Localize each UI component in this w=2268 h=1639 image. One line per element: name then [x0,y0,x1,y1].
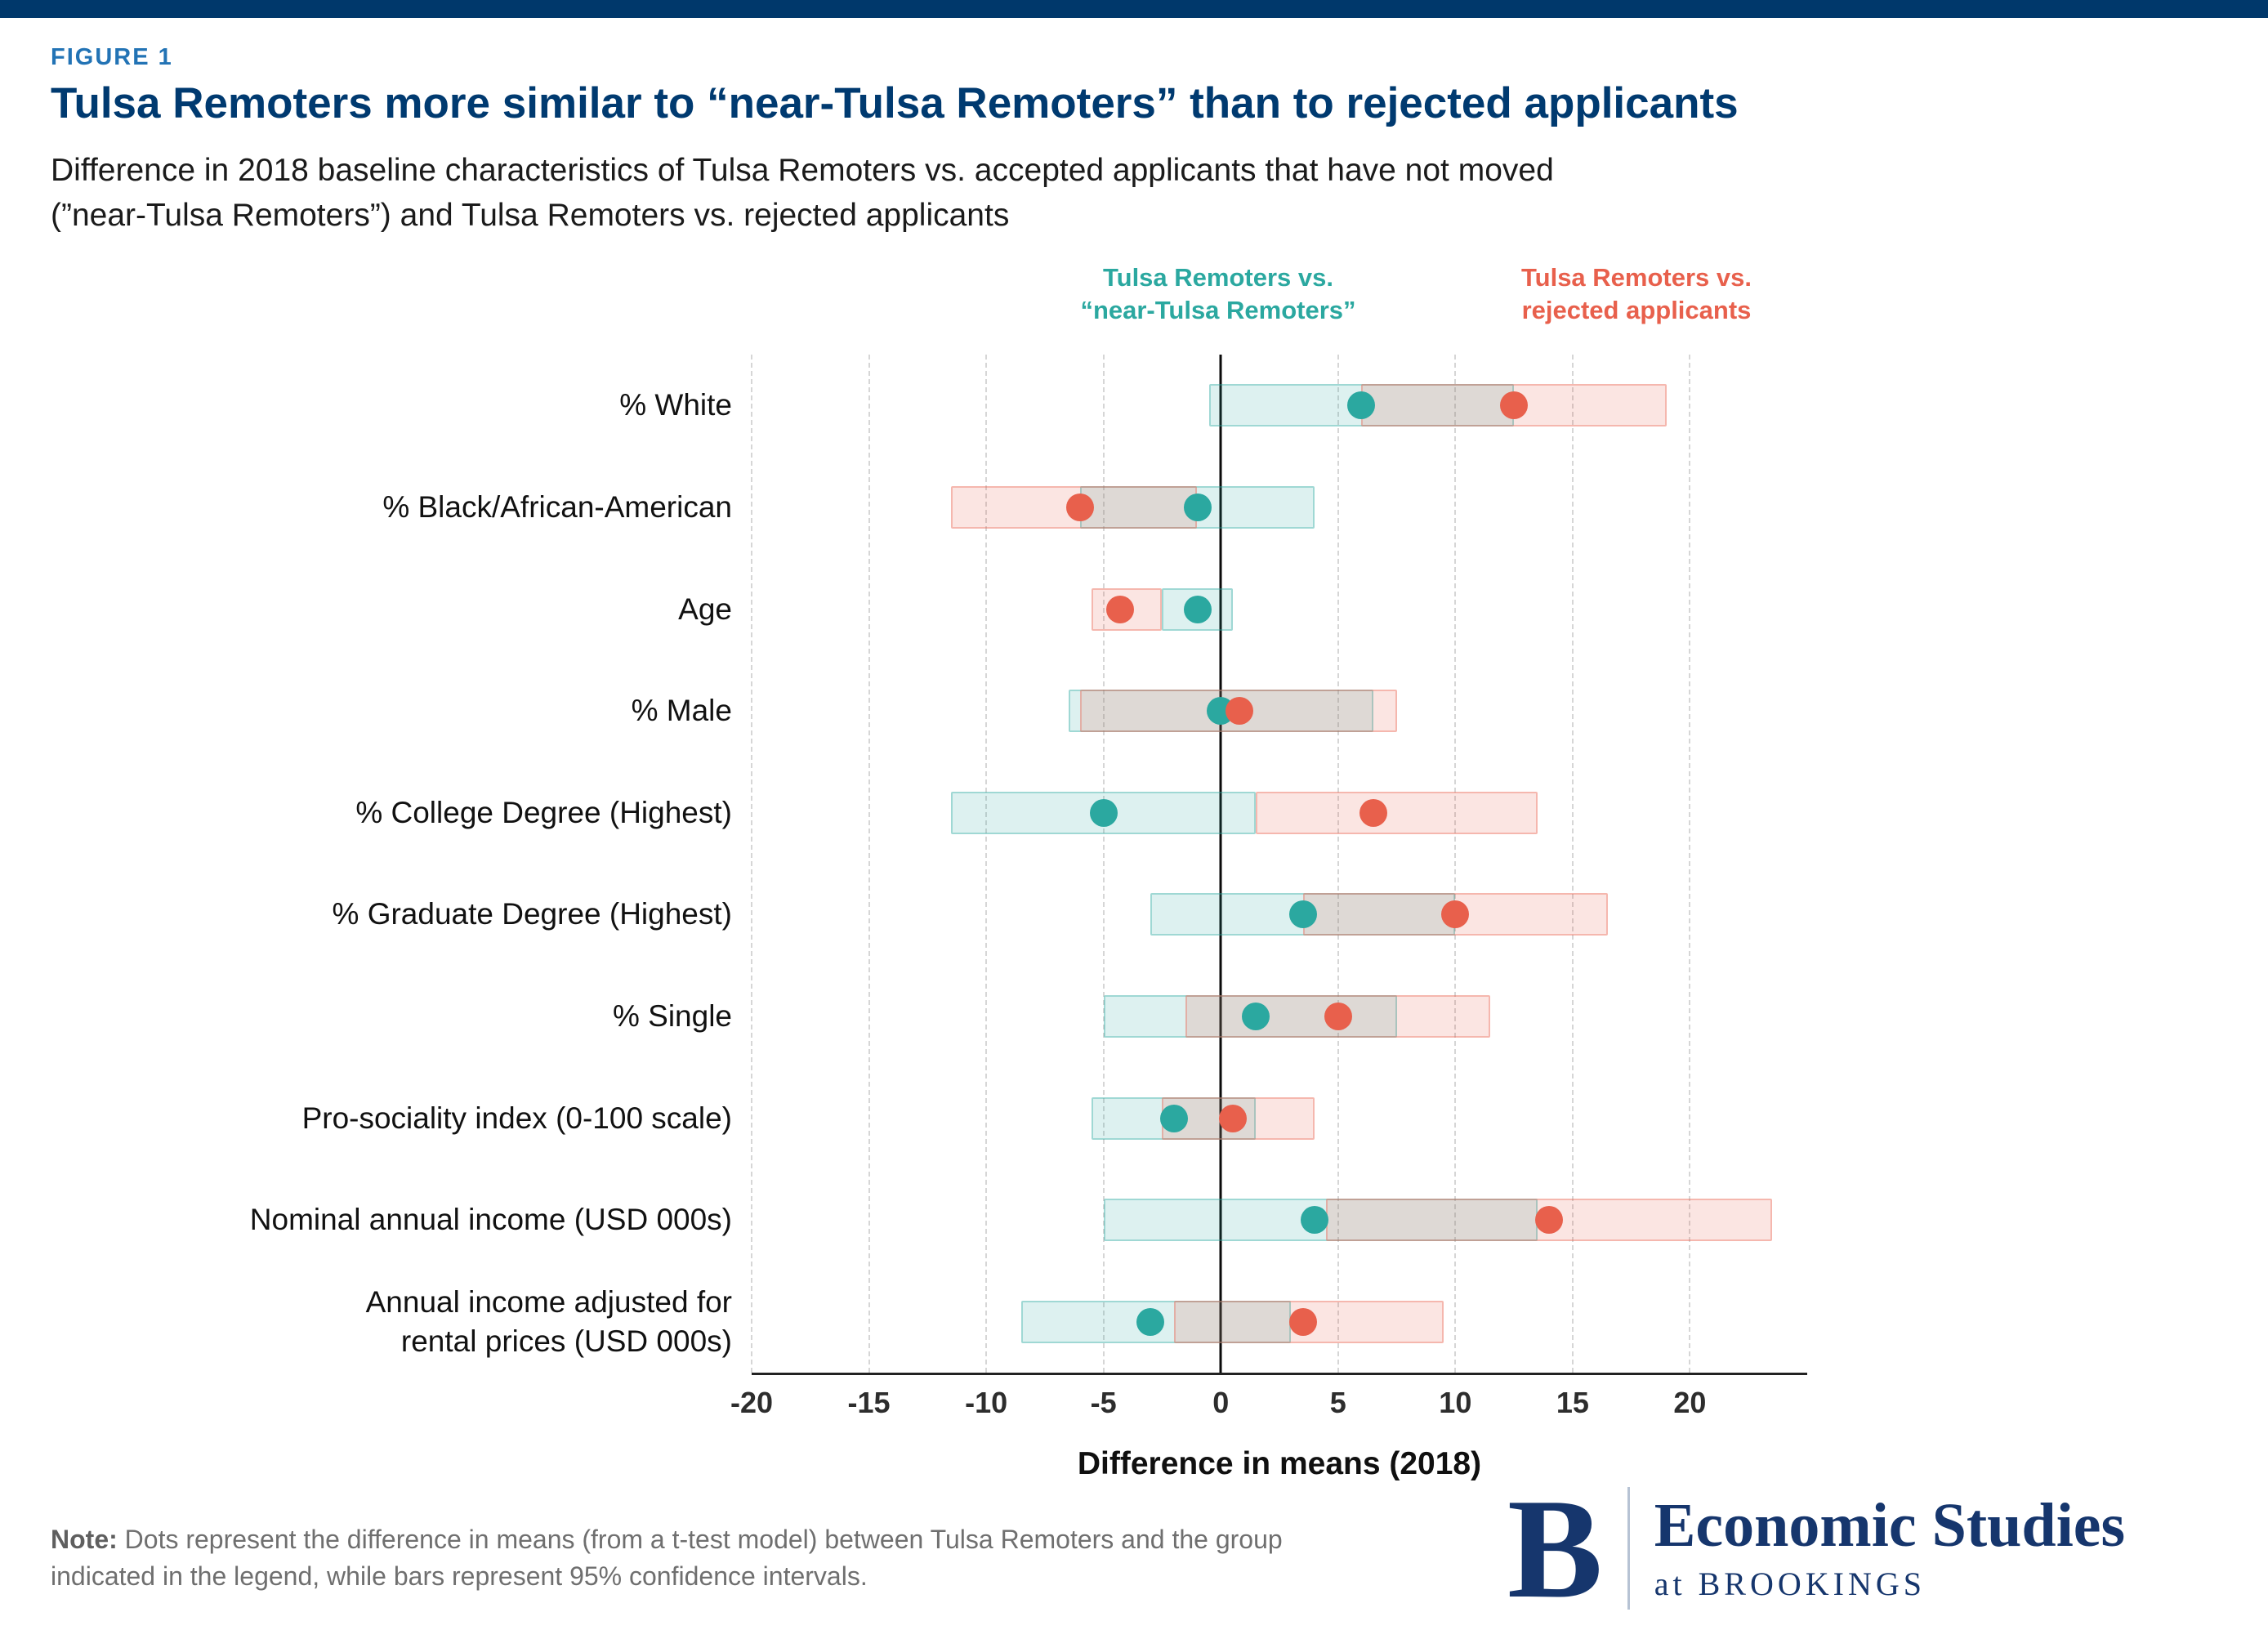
x-tick-label: -15 [847,1386,891,1419]
x-axis-line [752,1373,1807,1375]
note-text: Dots represent the difference in means (… [51,1525,1283,1592]
mean-dot-rejected [1324,1002,1352,1030]
y-category-label: % Male [631,694,732,728]
y-category-label: % College Degree (Highest) [355,795,732,829]
legend-line: rejected applicants [1521,296,1752,325]
y-category-label: Nominal annual income (USD 000s) [249,1203,732,1237]
x-tick-label: 0 [1212,1386,1230,1419]
mean-dot-near [1159,1104,1188,1132]
mean-dot-rejected [1359,798,1387,827]
zero-axis-line [1219,355,1222,1373]
x-tick-label: 10 [1439,1386,1472,1419]
mean-dot-near [1288,900,1317,929]
gridline [985,355,988,1373]
gridline [868,355,870,1373]
x-tick-label: 20 [1673,1386,1707,1419]
mean-dot-near [1301,1206,1329,1235]
mean-dot-near [1089,798,1118,827]
y-category-label: % Single [612,998,732,1033]
ci-bar-near [1068,690,1373,733]
gridline [1102,355,1105,1373]
logo-divider [1627,1487,1630,1610]
mean-dot-near [1136,1307,1165,1336]
brookings-b-mark: B [1507,1468,1603,1628]
figure-label: FIGURE 1 [51,44,173,70]
y-category-label: Annual income adjusted for rental prices… [365,1284,732,1358]
mean-dot-rejected [1288,1307,1317,1336]
mean-dot-rejected [1500,391,1529,420]
x-tick-label: -10 [965,1386,1008,1419]
gridline [751,355,752,1373]
x-tick-label: 5 [1329,1386,1346,1419]
legend-rejected-applicants: Tulsa Remoters vs. rejected applicants [1521,261,1752,328]
y-category-label: Pro-sociality index (0-100 scale) [301,1101,732,1135]
dot-range-plot-area: -20 -15 -10 -5 0 5 10 15 20 [730,355,1807,1419]
gridline [1689,355,1691,1373]
legend-near-tulsa-remoters: Tulsa Remoters vs. “near-Tulsa Remoters” [1080,261,1355,328]
chart-title: Tulsa Remoters more similar to “near-Tul… [51,79,1739,127]
chart-subtitle: Difference in 2018 baseline characterist… [51,153,1554,233]
top-accent-bar [0,0,2268,18]
mean-dot-rejected [1226,697,1254,726]
legend-line: “near-Tulsa Remoters” [1080,296,1356,325]
gridline [1571,355,1574,1373]
logo-economic-studies: Economic Studies [1654,1490,2126,1560]
brookings-logo: B Economic Studies at BROOKINGS [1507,1468,2126,1628]
ci-bar-near [951,791,1257,834]
mean-dot-rejected [1218,1104,1247,1132]
y-category-label: % White [619,388,732,422]
ci-bar-rejected [1079,690,1397,733]
x-tick-label: 15 [1556,1386,1589,1419]
mean-dot-near [1347,391,1376,420]
legend-line: Tulsa Remoters vs. [1521,263,1752,292]
ci-bar-rejected [1256,791,1538,834]
y-category-label: Age [678,592,732,626]
legend-line: Tulsa Remoters vs. [1103,263,1333,292]
mean-dot-rejected [1065,493,1094,521]
mean-dot-rejected [1535,1206,1564,1235]
mean-dot-near [1242,1002,1270,1030]
mean-dot-near [1183,595,1212,623]
ci-bar-rejected [1302,893,1608,936]
mean-dot-rejected [1441,900,1470,929]
note: Note: Dots represent the difference in m… [51,1521,1309,1596]
y-category-label: % Black/African-American [382,489,732,524]
x-tick-label: -20 [730,1386,774,1419]
y-category-label: % Graduate Degree (Highest) [332,897,732,931]
y-axis-category-labels: % White % Black/African-American Age % Male… [0,355,732,1373]
logo-at-brookings: at BROOKINGS [1654,1565,1926,1603]
x-axis-title: Difference in means (2018) [1077,1446,1482,1481]
x-tick-label: -5 [1090,1386,1117,1419]
gridline [1454,355,1457,1373]
note-label: Note: [51,1525,118,1554]
gridline [1337,355,1339,1373]
mean-dot-rejected [1105,595,1134,623]
logo-text: Economic Studies at BROOKINGS [1654,1490,2126,1604]
mean-dot-near [1183,493,1212,521]
